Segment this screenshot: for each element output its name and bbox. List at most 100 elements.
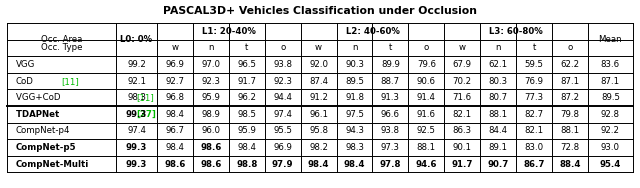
- Text: 88.1: 88.1: [561, 126, 580, 135]
- Text: 86.7: 86.7: [524, 160, 545, 169]
- Text: 70.2: 70.2: [452, 77, 472, 86]
- Text: 98.4: 98.4: [166, 143, 184, 152]
- Text: Occ. Area: Occ. Area: [41, 35, 82, 44]
- Text: n: n: [495, 43, 501, 52]
- Text: 71.6: 71.6: [452, 93, 472, 102]
- Text: 92.3: 92.3: [273, 77, 292, 86]
- Text: 72.8: 72.8: [561, 143, 580, 152]
- Text: PASCAL3D+ Vehicles Classification under Occlusion: PASCAL3D+ Vehicles Classification under …: [163, 6, 477, 16]
- Text: [27]: [27]: [136, 110, 156, 119]
- Text: 95.5: 95.5: [273, 126, 292, 135]
- Text: 80.3: 80.3: [488, 77, 508, 86]
- Text: 99.3: 99.3: [126, 160, 147, 169]
- Text: 88.4: 88.4: [559, 160, 580, 169]
- Text: L0: 0%: L0: 0%: [120, 35, 152, 44]
- Text: 99.2: 99.2: [127, 60, 146, 69]
- Text: 83.6: 83.6: [601, 60, 620, 69]
- Text: 98.5: 98.5: [237, 110, 256, 119]
- Text: 83.0: 83.0: [525, 143, 543, 152]
- Text: 97.4: 97.4: [273, 110, 292, 119]
- Text: 98.4: 98.4: [237, 143, 256, 152]
- Text: 98.6: 98.6: [200, 143, 221, 152]
- Text: n: n: [208, 43, 214, 52]
- Text: [11]: [11]: [61, 77, 79, 86]
- Text: 97.0: 97.0: [202, 60, 220, 69]
- Text: 95.9: 95.9: [237, 126, 256, 135]
- Text: 87.2: 87.2: [561, 93, 580, 102]
- Text: 87.1: 87.1: [601, 77, 620, 86]
- Text: 88.7: 88.7: [381, 77, 400, 86]
- Text: 98.3: 98.3: [127, 93, 146, 102]
- Text: 92.8: 92.8: [601, 110, 620, 119]
- Text: o: o: [280, 43, 285, 52]
- Text: 87.4: 87.4: [309, 77, 328, 86]
- Text: 79.8: 79.8: [561, 110, 579, 119]
- Text: 96.6: 96.6: [381, 110, 400, 119]
- Text: 96.1: 96.1: [309, 110, 328, 119]
- Text: 98.2: 98.2: [309, 143, 328, 152]
- Text: VGG: VGG: [16, 60, 35, 69]
- Text: 89.9: 89.9: [381, 60, 400, 69]
- Text: 97.9: 97.9: [272, 160, 294, 169]
- Text: 96.7: 96.7: [166, 126, 184, 135]
- Text: CompNet-p5: CompNet-p5: [16, 143, 76, 152]
- Text: 91.7: 91.7: [237, 77, 256, 86]
- Text: 89.1: 89.1: [489, 143, 508, 152]
- Text: t: t: [245, 43, 248, 52]
- Text: 96.5: 96.5: [237, 60, 256, 69]
- Text: 89.5: 89.5: [601, 93, 620, 102]
- Text: L3: 60-80%: L3: 60-80%: [489, 27, 543, 36]
- Text: 79.6: 79.6: [417, 60, 436, 69]
- Text: 98.4: 98.4: [344, 160, 365, 169]
- Text: o: o: [567, 43, 573, 52]
- Text: 93.8: 93.8: [273, 60, 292, 69]
- Text: 94.3: 94.3: [345, 126, 364, 135]
- Text: 98.8: 98.8: [236, 160, 257, 169]
- Text: 82.1: 82.1: [525, 126, 543, 135]
- Text: t: t: [388, 43, 392, 52]
- Text: 82.7: 82.7: [525, 110, 543, 119]
- Text: 77.3: 77.3: [525, 93, 543, 102]
- Text: L2: 40-60%: L2: 40-60%: [346, 27, 399, 36]
- Text: 76.9: 76.9: [525, 77, 543, 86]
- Text: 89.5: 89.5: [345, 77, 364, 86]
- Text: Mean: Mean: [598, 35, 622, 44]
- Text: 98.6: 98.6: [200, 160, 221, 169]
- Text: 99.3: 99.3: [126, 143, 147, 152]
- Text: 82.1: 82.1: [452, 110, 472, 119]
- Text: 98.3: 98.3: [345, 143, 364, 152]
- Text: 92.2: 92.2: [601, 126, 620, 135]
- Text: 92.0: 92.0: [309, 60, 328, 69]
- Text: 80.7: 80.7: [488, 93, 508, 102]
- Text: 94.4: 94.4: [273, 93, 292, 102]
- Text: 92.3: 92.3: [202, 77, 220, 86]
- Text: 94.6: 94.6: [415, 160, 437, 169]
- Text: 97.4: 97.4: [127, 126, 146, 135]
- Text: 96.9: 96.9: [273, 143, 292, 152]
- Text: 95.8: 95.8: [309, 126, 328, 135]
- Text: 96.2: 96.2: [237, 93, 256, 102]
- Text: 62.1: 62.1: [488, 60, 508, 69]
- Text: 93.8: 93.8: [381, 126, 400, 135]
- Text: 67.9: 67.9: [452, 60, 472, 69]
- Text: 86.3: 86.3: [452, 126, 472, 135]
- Text: TDAPNet: TDAPNet: [16, 110, 62, 119]
- Text: 59.5: 59.5: [525, 60, 543, 69]
- Text: 97.5: 97.5: [345, 110, 364, 119]
- Text: 62.2: 62.2: [561, 60, 580, 69]
- Text: 92.7: 92.7: [166, 77, 184, 86]
- Text: o: o: [424, 43, 429, 52]
- Text: 91.2: 91.2: [309, 93, 328, 102]
- Text: 90.3: 90.3: [345, 60, 364, 69]
- Text: 91.7: 91.7: [451, 160, 473, 169]
- Text: t: t: [532, 43, 536, 52]
- Text: CoD: CoD: [16, 77, 34, 86]
- Text: 98.4: 98.4: [308, 160, 330, 169]
- Text: 95.4: 95.4: [600, 160, 621, 169]
- Text: 84.4: 84.4: [488, 126, 508, 135]
- Text: 87.1: 87.1: [561, 77, 580, 86]
- Text: 92.5: 92.5: [417, 126, 436, 135]
- Text: 97.3: 97.3: [381, 143, 400, 152]
- Text: 88.1: 88.1: [488, 110, 508, 119]
- Text: 91.3: 91.3: [381, 93, 400, 102]
